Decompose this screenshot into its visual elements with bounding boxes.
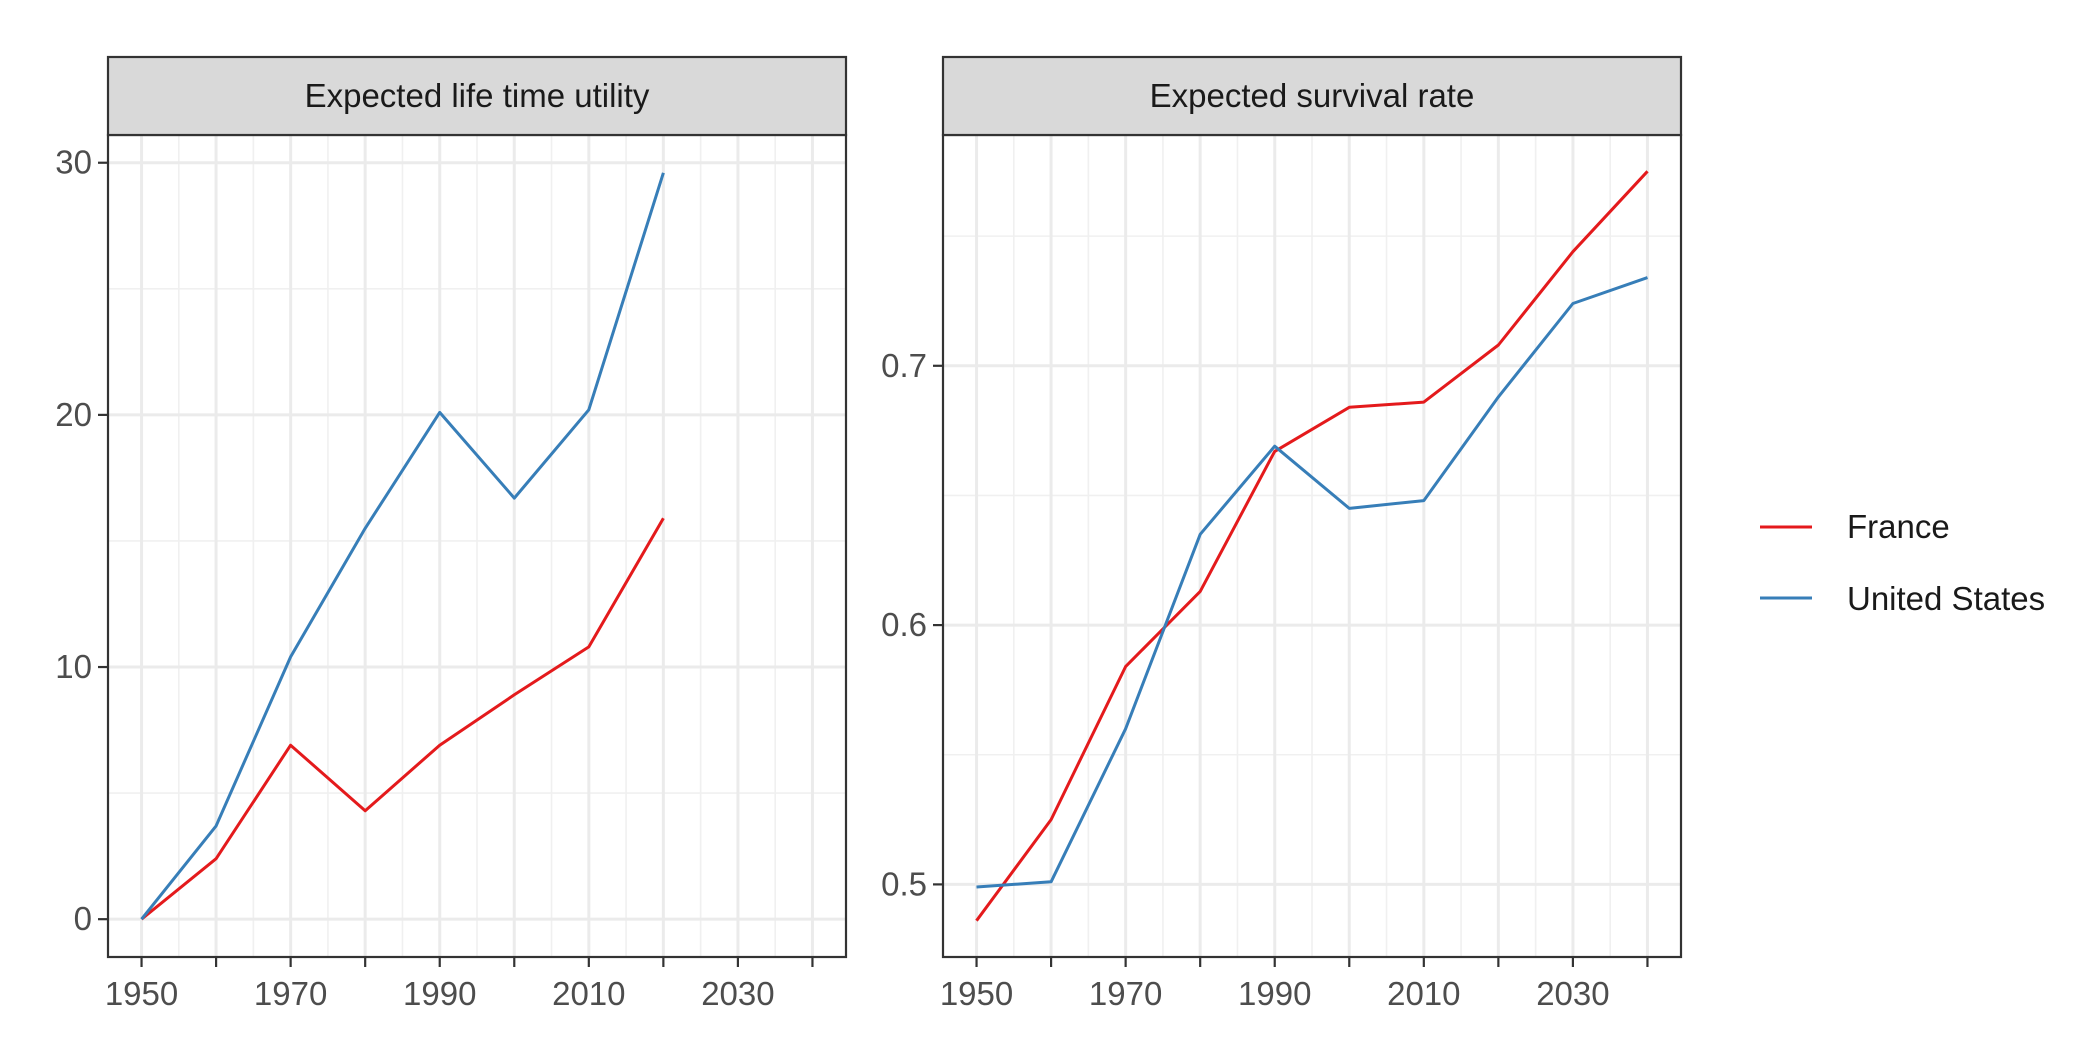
y-tick-label: 0.7 xyxy=(881,347,927,384)
facet-strip-title: Expected life time utility xyxy=(305,77,650,114)
x-tick-label: 1990 xyxy=(403,975,476,1012)
series-line-united-states xyxy=(976,276,1648,889)
y-tick-label: 10 xyxy=(55,648,92,685)
panel-expected-survival-rate: Expected survival rate 1950 1970 1990 2010 20… xyxy=(881,55,1683,1012)
y-tick-label: 0 xyxy=(74,900,92,937)
series-line-france xyxy=(140,517,665,921)
x-tick-label: 2030 xyxy=(701,975,774,1012)
x-tick-label: 1970 xyxy=(254,975,327,1012)
x-tick-label: 2010 xyxy=(552,975,625,1012)
y-tick-label: 0.6 xyxy=(881,606,927,643)
y-tick-label: 30 xyxy=(55,144,92,181)
series-line-united-states xyxy=(140,172,665,921)
y-tick-label: 20 xyxy=(55,396,92,433)
legend-label-united-states: United States xyxy=(1847,580,2045,617)
facet-strip xyxy=(106,55,848,137)
x-tick-label: 1970 xyxy=(1089,975,1162,1012)
x-tick-label: 1990 xyxy=(1238,975,1311,1012)
legend: France United States xyxy=(1760,508,2045,617)
legend-label-france: France xyxy=(1847,508,1950,545)
x-tick-label: 1950 xyxy=(105,975,178,1012)
facet-strip xyxy=(941,55,1683,137)
panel-expected-life-time-utility: Expected life time utility 1950 1970 1990 20… xyxy=(55,55,848,1012)
x-tick-label: 1950 xyxy=(940,975,1013,1012)
y-tick-label: 0.5 xyxy=(881,865,927,902)
x-tick-label: 2030 xyxy=(1536,975,1609,1012)
series-line-france xyxy=(975,170,1649,922)
facet-strip-title: Expected survival rate xyxy=(1150,77,1475,114)
x-tick-label: 2010 xyxy=(1387,975,1460,1012)
